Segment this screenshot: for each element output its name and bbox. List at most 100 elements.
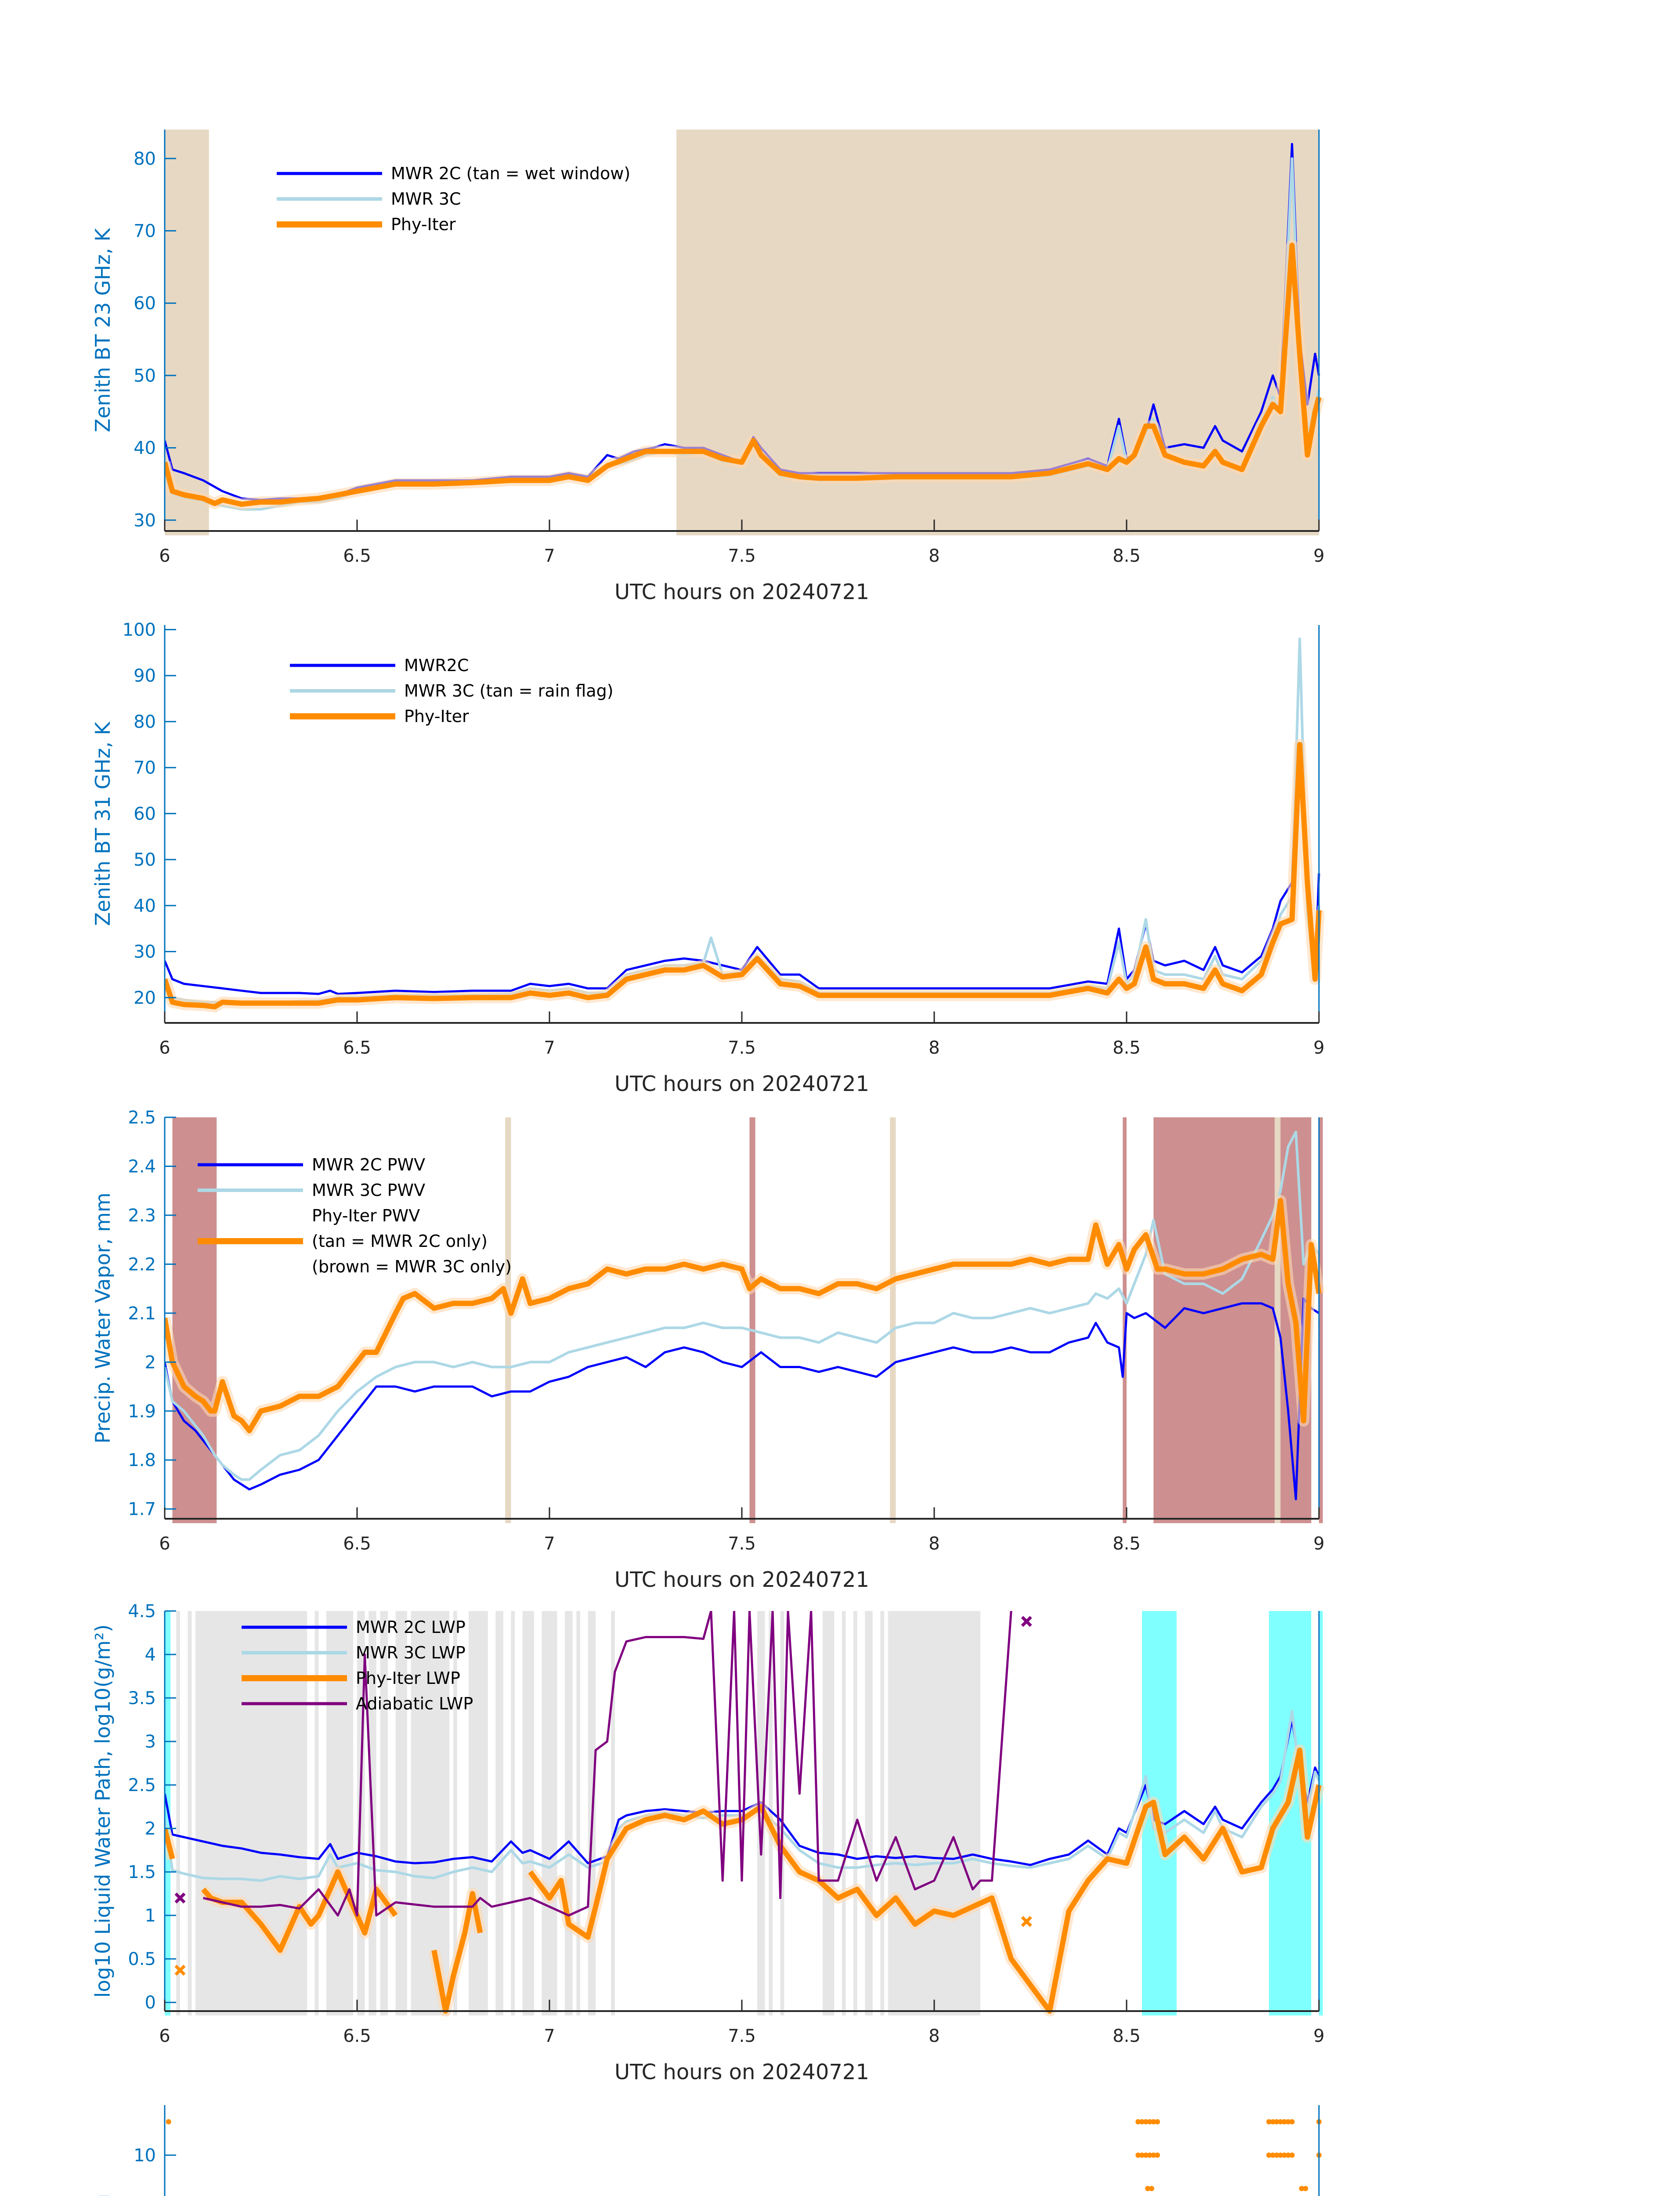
x-tick-label: 7.5	[728, 1534, 756, 1554]
legend-label: MWR2C	[404, 656, 469, 675]
data-point	[1143, 2153, 1149, 2158]
data-point	[1289, 2153, 1295, 2158]
y-tick-label: 50	[134, 366, 156, 386]
legend: MWR2C MWR 3C (tan = rain flag) Phy-Iter	[290, 656, 614, 726]
plot-area	[166, 2119, 1322, 2191]
data-point	[1274, 2119, 1279, 2124]
band-gray	[880, 1611, 885, 2015]
data-point	[1278, 2153, 1283, 2158]
y-tick-label: 0	[145, 1993, 156, 2013]
x-tick-label: 9	[1313, 2026, 1324, 2046]
data-point	[1149, 2186, 1154, 2191]
series-line-phyiter	[165, 1198, 1322, 1434]
band-gray	[565, 1611, 573, 2015]
x-axis-label: UTC hours on 20240721	[614, 1568, 869, 1592]
band-gray	[453, 1611, 457, 2015]
series-line-mwr2c	[165, 1297, 1320, 1500]
x-tick-label: 6	[159, 1038, 170, 1058]
x-tick-label: 6	[159, 1534, 170, 1554]
legend-label: Phy-Iter LWP	[356, 1669, 460, 1688]
data-point	[1151, 2153, 1156, 2158]
band-gray	[188, 1611, 192, 2015]
data-point	[1143, 2119, 1149, 2124]
y-tick-label: 2.2	[128, 1254, 156, 1275]
x-tick-label: 7.5	[728, 2026, 756, 2046]
x-tick-label: 9	[1313, 546, 1324, 566]
band-gray	[395, 1611, 407, 2015]
x-tick-label: 9	[1313, 1038, 1324, 1058]
plot-area	[165, 637, 1324, 1013]
x-tick-label: 8	[929, 2026, 939, 2046]
band-gray	[195, 1611, 307, 2015]
band-cyan	[1319, 1611, 1323, 2015]
y-axis-label: Precip. Water Vapor, mm	[91, 1192, 115, 1443]
x-tick-label: 7	[544, 546, 555, 566]
data-point	[1155, 2153, 1160, 2158]
data-point	[1155, 2119, 1160, 2124]
legend: MWR 2C LWP MWR 3C LWP Phy-Iter LWP Adiabati…	[242, 1618, 473, 1713]
data-point	[1270, 2153, 1275, 2158]
legend-label: MWR 3C	[391, 189, 461, 209]
band-gray	[511, 1611, 515, 2015]
band-brown	[172, 1117, 217, 1523]
data-point	[1274, 2153, 1279, 2158]
x-tick-label: 8	[929, 1534, 939, 1554]
y-tick-label: 2.3	[128, 1206, 156, 1226]
legend-label: MWR 3C PWV	[312, 1181, 425, 1200]
x-marker	[174, 1893, 186, 1904]
panel-bt31: 20 30 40 50 60 70 80 90 100 6 6.5 7 7.5 8 8.5 9 UTC hour…	[91, 620, 1325, 1096]
band-brown	[1319, 1117, 1323, 1523]
legend: MWR 2C PWV MWR 3C PWV Phy-Iter PWV (tan = M…	[198, 1155, 512, 1276]
y-tick-label: 90	[134, 666, 156, 686]
band-gray	[314, 1611, 319, 2015]
band-gray	[822, 1611, 835, 2015]
band-gray	[469, 1611, 488, 2015]
data-point	[1266, 2153, 1272, 2158]
x-axis-label: UTC hours on 20240721	[614, 2060, 869, 2084]
data-point	[1282, 2119, 1287, 2124]
legend-label: MWR 2C (tan = wet window)	[391, 164, 630, 183]
x-tick-label: 6.5	[343, 546, 371, 566]
y-tick-label: 80	[134, 149, 156, 169]
y-tick-label: 2.5	[128, 1775, 156, 1795]
band-tan	[676, 130, 1319, 535]
x-axis-label: UTC hours on 20240721	[614, 580, 869, 604]
y-tick-label: 2	[145, 1819, 156, 1839]
band-gray	[853, 1611, 857, 2015]
y-tick-label: 3.5	[128, 1688, 156, 1708]
x-tick-label: 8.5	[1113, 546, 1141, 566]
legend-label: Phy-Iter	[404, 707, 469, 726]
x-axis-label: UTC hours on 20240721	[614, 1072, 869, 1096]
y-tick-label: 1	[145, 1906, 156, 1926]
x-tick-label: 8.5	[1113, 2026, 1141, 2046]
data-point	[1270, 2119, 1275, 2124]
y-tick-label: 10	[134, 2145, 156, 2166]
band-gray	[495, 1611, 503, 2015]
band-gray	[176, 1611, 181, 2015]
legend-label: MWR 3C LWP	[356, 1643, 466, 1662]
panel-bt23: 30 40 50 60 70 80 6 6.5 7 7.5 8 8.5 9 UTC hours on 20…	[91, 130, 1325, 604]
x-marker	[174, 1965, 186, 1976]
x-marker	[1021, 1616, 1032, 1627]
y-axis-label: Zenith BT 31 GHz, K	[91, 721, 115, 926]
band-gray	[326, 1611, 354, 2015]
legend-label: (brown = MWR 3C only)	[312, 1257, 512, 1276]
y-tick-label: 1.5	[128, 1862, 156, 1882]
y-tick-label: 20	[134, 988, 156, 1008]
data-point	[1135, 2153, 1141, 2158]
y-tick-label: 40	[134, 896, 156, 916]
data-point	[1147, 2153, 1153, 2158]
y-tick-label: 1.8	[128, 1450, 156, 1470]
y-tick-label: 40	[134, 438, 156, 459]
legend-label: Phy-Iter	[391, 215, 456, 234]
data-point	[1285, 2119, 1291, 2124]
legend-label: Phy-Iter PWV	[312, 1206, 420, 1225]
y-tick-label: 50	[134, 850, 156, 870]
x-marker	[1021, 1916, 1032, 1927]
panel-pwv: 1.7 1.8 1.9 2 2.1 2.2 2.3 2.4 2.5 6 6.5 7 7.5 8 8.5 9 UT…	[91, 1108, 1325, 1592]
x-tick-label: 6	[159, 2026, 170, 2046]
data-point	[1151, 2119, 1156, 2124]
y-tick-label: 2	[145, 1352, 156, 1372]
x-tick-label: 8	[929, 546, 939, 566]
